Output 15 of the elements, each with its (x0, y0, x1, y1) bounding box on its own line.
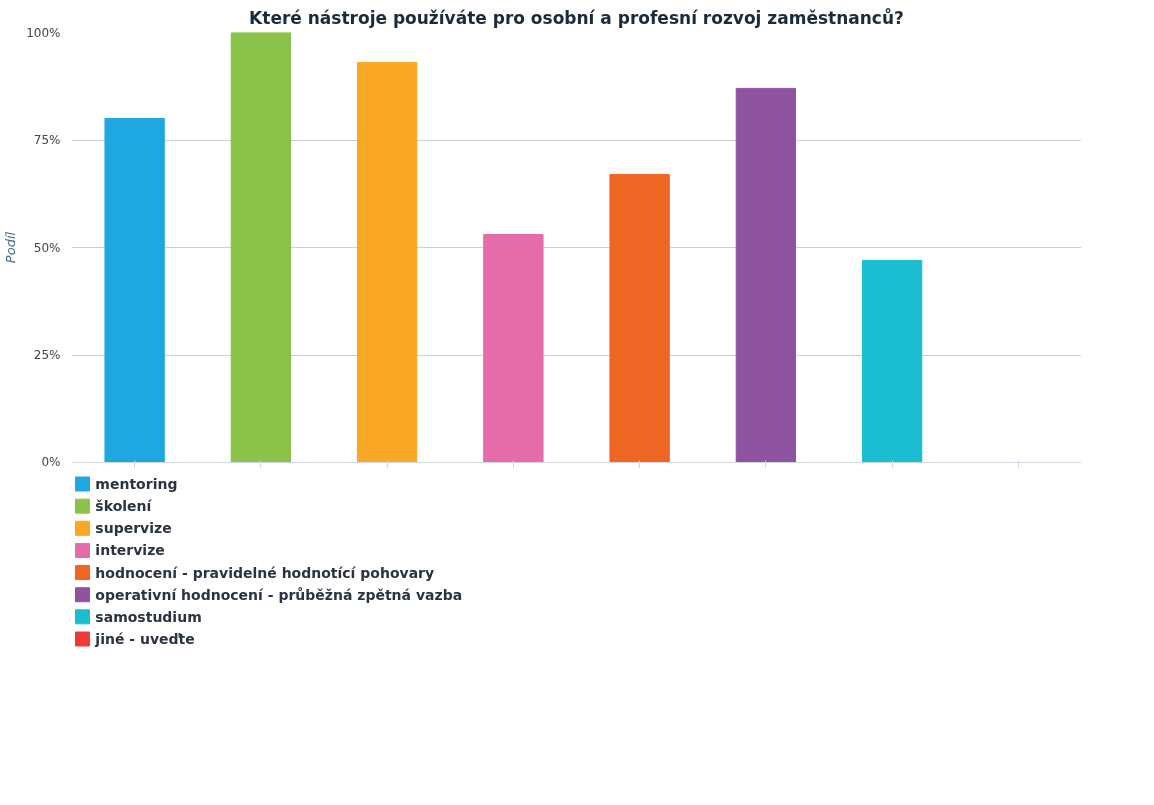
y-tick-label: 75% (33, 133, 61, 147)
legend-label: intervize (95, 542, 165, 559)
y-tick-label: 50% (33, 240, 61, 255)
y-axis-title: Podíl (3, 231, 19, 264)
legend-label: školení (95, 498, 153, 515)
legend-label: samostudium (95, 608, 202, 625)
legend-label: operativní hodnocení - průběžná zpětná vazba (95, 586, 463, 603)
legend-label: jiné - uveďte (94, 631, 195, 647)
y-tick-label: 0% (41, 454, 61, 469)
legend-label: supervize (95, 520, 172, 537)
legend-label: mentoring (95, 476, 178, 492)
chart-title: Které nástroje používáte pro osobní a profesní rozvoj zaměstnanců? (249, 6, 904, 28)
y-tick-label: 100% (26, 25, 61, 40)
y-tick-label: 25% (33, 348, 61, 362)
legend-label: hodnocení - pravidelné hodnotící pohovary (95, 564, 435, 581)
